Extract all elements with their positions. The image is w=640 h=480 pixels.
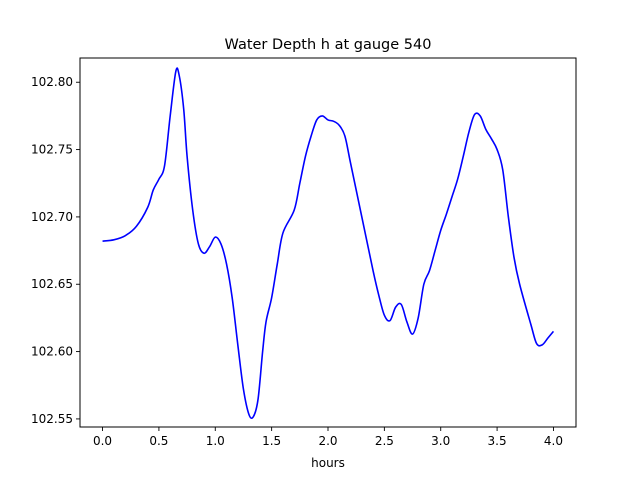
chart-title: Water Depth h at gauge 540 [225, 37, 432, 53]
y-tick-label: 102.75 [31, 143, 73, 157]
x-tick-label: 3.5 [488, 434, 507, 448]
y-tick-label: 102.80 [31, 75, 73, 89]
y-tick-label: 102.55 [31, 412, 73, 426]
x-tick-label: 2.0 [318, 434, 337, 448]
y-tick-label: 102.60 [31, 345, 73, 359]
x-tick-label: 0.0 [93, 434, 112, 448]
y-tick-label: 102.70 [31, 210, 73, 224]
x-axis-label: hours [311, 456, 345, 470]
x-tick-label: 3.0 [431, 434, 450, 448]
y-tick-label: 102.65 [31, 277, 73, 291]
x-tick-label: 1.0 [206, 434, 225, 448]
series-line [102, 67, 555, 420]
x-tick-label: 1.5 [262, 434, 281, 448]
plot-area-frame [79, 57, 577, 428]
x-tick-label: 0.5 [149, 434, 168, 448]
x-tick-label: 4.0 [544, 434, 563, 448]
x-tick-label: 2.5 [375, 434, 394, 448]
